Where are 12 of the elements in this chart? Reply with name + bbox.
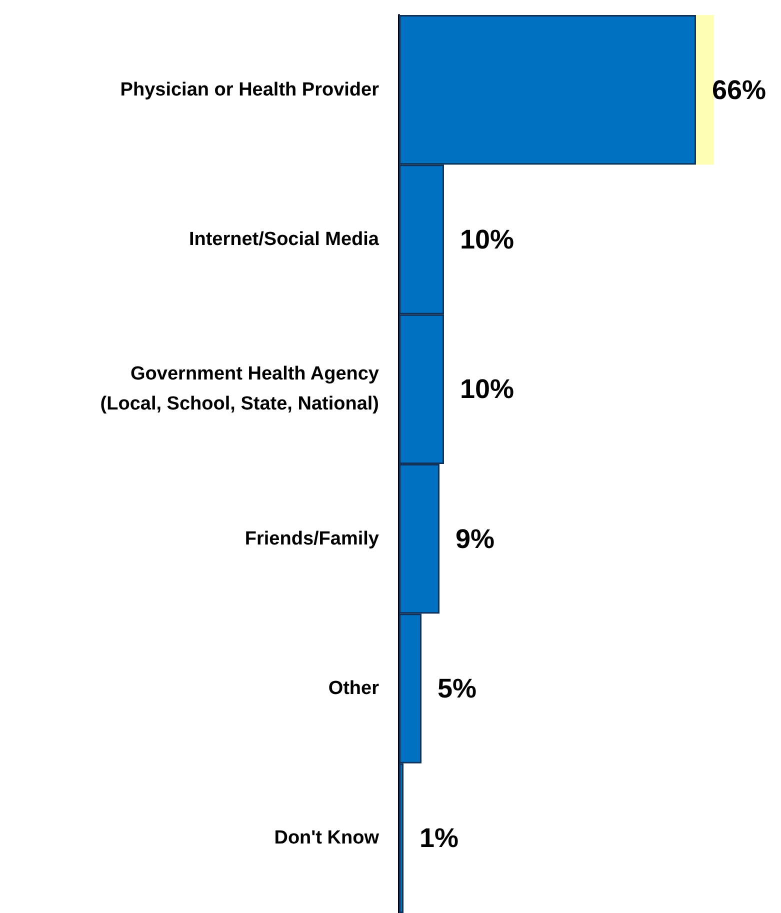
y-tick-label: Other xyxy=(328,678,380,699)
data-label: 1% xyxy=(420,823,459,854)
y-tick-label: Internet/Social Media xyxy=(188,229,380,250)
data-label: 66% xyxy=(712,74,766,105)
y-tick-label: Don't Know xyxy=(274,828,380,849)
data-label: 5% xyxy=(438,674,477,704)
data-label: 10% xyxy=(460,374,514,404)
data-label: 10% xyxy=(460,224,514,254)
y-tick-label: Physician or Health Provider xyxy=(120,79,380,100)
data-label: 9% xyxy=(456,524,495,554)
y-tick-label: Friends/Family xyxy=(244,528,380,550)
y-tick-label: Government Health Agency (Local, School, State, National) xyxy=(100,364,380,415)
